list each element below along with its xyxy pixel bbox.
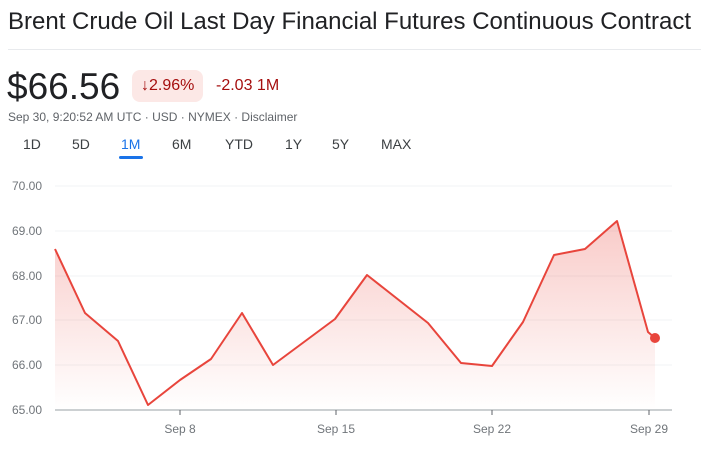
svg-text:70.00: 70.00 (12, 179, 42, 193)
change-percent: 2.96% (149, 77, 195, 94)
svg-text:Sep 8: Sep 8 (164, 422, 196, 436)
arrow-down-icon: ↓ (141, 77, 149, 94)
svg-text:66.00: 66.00 (12, 358, 42, 372)
tab-5y[interactable]: 5Y (332, 136, 350, 152)
tab-5d[interactable]: 5D (72, 136, 90, 152)
tab-ytd[interactable]: YTD (225, 136, 253, 152)
quote-meta: Sep 30, 9:20:52 AM UTC · USD · NYMEX · D… (8, 110, 298, 124)
svg-text:69.00: 69.00 (12, 224, 42, 238)
tab-1y[interactable]: 1Y (285, 136, 303, 152)
price-line (54, 220, 656, 406)
current-price: $66.56 (7, 66, 121, 107)
svg-text:Sep 29: Sep 29 (630, 422, 668, 436)
svg-text:67.00: 67.00 (12, 313, 42, 327)
tab-6m[interactable]: 6M (172, 136, 192, 152)
page-title: Brent Crude Oil Last Day Financial Futur… (8, 8, 691, 35)
last-price-dot (650, 333, 660, 343)
tab-1d[interactable]: 1D (23, 136, 41, 152)
tab-1m[interactable]: 1M (121, 136, 141, 152)
x-ticks (179, 410, 650, 415)
change-value: -2.03 1M (216, 77, 280, 94)
area-fill (55, 221, 655, 410)
svg-text:Sep 15: Sep 15 (317, 422, 355, 436)
svg-text:65.00: 65.00 (12, 403, 42, 417)
active-tab-indicator (119, 156, 143, 159)
divider (8, 49, 701, 50)
svg-text:68.00: 68.00 (12, 269, 42, 283)
y-axis-labels: 70.00 69.00 68.00 67.00 66.00 65.00 (12, 179, 42, 417)
price-chart[interactable]: 70.00 69.00 68.00 67.00 66.00 65.00 Sep … (0, 170, 701, 458)
tab-max[interactable]: MAX (381, 136, 412, 152)
change-percent-badge: ↓2.96% (132, 70, 204, 102)
svg-text:Sep 22: Sep 22 (473, 422, 511, 436)
x-axis-labels: Sep 8 Sep 15 Sep 22 Sep 29 (164, 422, 668, 436)
